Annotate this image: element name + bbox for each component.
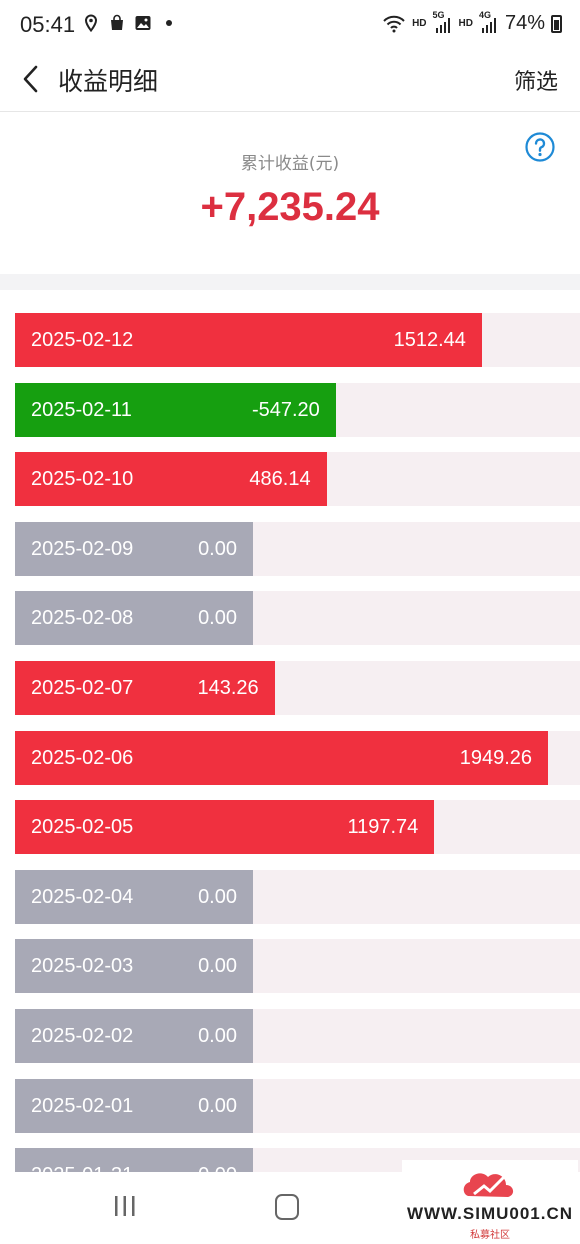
location-icon	[84, 14, 98, 32]
profit-bar: 2025-02-10 486.14	[15, 452, 327, 507]
question-circle-icon[interactable]	[524, 131, 556, 163]
profit-row[interactable]: 2025-02-02 0.00	[15, 1009, 580, 1063]
profit-list: 2025-02-12 1512.44 2025-02-11 -547.20 2025-0…	[0, 290, 580, 1172]
row-value: 0.00	[198, 885, 237, 908]
status-right: HD 5G HD 4G 74%	[382, 10, 562, 35]
profit-bar: 2025-02-03 0.00	[15, 939, 253, 994]
row-date: 2025-02-06	[31, 746, 134, 769]
row-date: 2025-02-01	[31, 1094, 134, 1117]
row-date: 2025-02-05	[31, 816, 134, 839]
hd-label-2: HD	[458, 18, 473, 29]
section-divider	[0, 274, 580, 290]
watermark: WWW.SIMU001.CN 私募社区	[402, 1160, 578, 1242]
dot-icon	[166, 20, 172, 26]
profit-bar: 2025-02-11 -547.20	[15, 382, 336, 437]
hd-label-1: HD	[412, 18, 427, 29]
profit-row[interactable]: 2025-02-07 143.26	[15, 661, 580, 715]
profit-bar: 2025-02-09 0.00	[15, 521, 253, 576]
row-date: 2025-02-07	[31, 677, 134, 699]
summary-value: +7,235.24	[200, 185, 380, 229]
row-value: 1197.74	[347, 816, 419, 839]
row-value: 486.14	[249, 468, 311, 491]
profit-row[interactable]: 2025-02-08 0.00	[15, 591, 580, 646]
signal-icon	[435, 17, 450, 33]
watermark-subtext: 私募社区	[470, 1230, 510, 1241]
profit-bar: 2025-02-06 1949.26	[15, 730, 548, 785]
signal-5g: 5G	[433, 10, 453, 34]
profit-row[interactable]: 2025-02-06 1949.26	[15, 730, 580, 785]
profit-row[interactable]: 2025-02-01 0.00	[15, 1078, 580, 1133]
row-date: 2025-02-03	[31, 955, 134, 978]
signal-icon	[481, 17, 496, 33]
battery-percent: 74%	[504, 12, 545, 34]
recent-apps-icon[interactable]	[112, 1194, 138, 1218]
row-date: 2025-02-11	[31, 398, 132, 421]
profit-bar: 2025-02-07 143.26	[15, 661, 275, 715]
signal-4g: 4G	[479, 10, 499, 34]
profit-row[interactable]: 2025-02-11 -547.20	[15, 382, 580, 437]
summary-card: 累计收益(元) +7,235.24	[0, 113, 580, 273]
status-time: 05:41	[20, 12, 76, 37]
row-date: 2025-01-31	[31, 1148, 133, 1172]
profit-bar: 2025-02-04 0.00	[15, 869, 253, 924]
profit-row[interactable]: 2025-02-10 486.14	[15, 452, 580, 507]
row-value: 1949.26	[459, 746, 532, 769]
row-value: -547.20	[251, 398, 320, 421]
profit-row[interactable]: 2025-02-12 1512.44	[15, 313, 580, 367]
battery-icon	[551, 14, 562, 33]
row-date: 2025-02-09	[31, 537, 134, 560]
row-date: 2025-02-12	[31, 329, 134, 351]
profit-bar: 2025-02-12 1512.44	[15, 313, 482, 367]
net-label-1: 5G	[432, 9, 445, 20]
wifi-icon	[383, 15, 405, 32]
watermark-logo	[463, 1172, 514, 1197]
profit-bar: 2025-01-31 0.00	[15, 1148, 253, 1172]
row-date: 2025-02-02	[31, 1025, 134, 1047]
filter-button[interactable]: 筛选	[514, 64, 558, 96]
summary-label: 累计收益(元)	[240, 154, 340, 174]
row-value: 0.00	[198, 1025, 237, 1047]
row-value: 0.00	[198, 607, 237, 630]
nav-header: 收益明细 筛选	[0, 50, 580, 112]
profit-bar: 2025-02-01 0.00	[15, 1078, 253, 1133]
status-bar: 05:41 HD 5G HD 4G 74%	[0, 0, 580, 50]
row-date: 2025-02-04	[31, 885, 134, 908]
watermark-text: WWW.SIMU001.CN	[406, 1204, 574, 1223]
notification-icons	[82, 14, 178, 32]
row-value: 143.26	[197, 677, 259, 699]
page-title: 收益明细	[58, 67, 159, 96]
row-date: 2025-02-08	[31, 607, 134, 630]
chevron-left-icon[interactable]	[18, 62, 46, 96]
profit-bar: 2025-02-02 0.00	[15, 1009, 253, 1063]
profit-row[interactable]: 2025-02-09 0.00	[15, 521, 580, 576]
profit-row[interactable]: 2025-02-04 0.00	[15, 869, 580, 924]
row-date: 2025-02-10	[31, 468, 134, 491]
row-value: 0.00	[198, 1094, 237, 1117]
profit-row[interactable]: 2025-02-05 1197.74	[15, 800, 580, 855]
row-value: 0.00	[198, 537, 237, 560]
net-label-2: 4G	[478, 9, 491, 20]
profit-row[interactable]: 2025-02-03 0.00	[15, 939, 580, 994]
row-value: 0.00	[198, 955, 237, 978]
home-icon[interactable]	[275, 1194, 299, 1220]
profit-bar: 2025-02-08 0.00	[15, 591, 253, 646]
row-value: 1512.44	[393, 329, 466, 351]
shopping-bag-icon	[111, 14, 123, 30]
row-value: 0.00	[198, 1148, 237, 1172]
profit-bar: 2025-02-05 1197.74	[15, 800, 435, 855]
gallery-icon	[135, 16, 151, 30]
